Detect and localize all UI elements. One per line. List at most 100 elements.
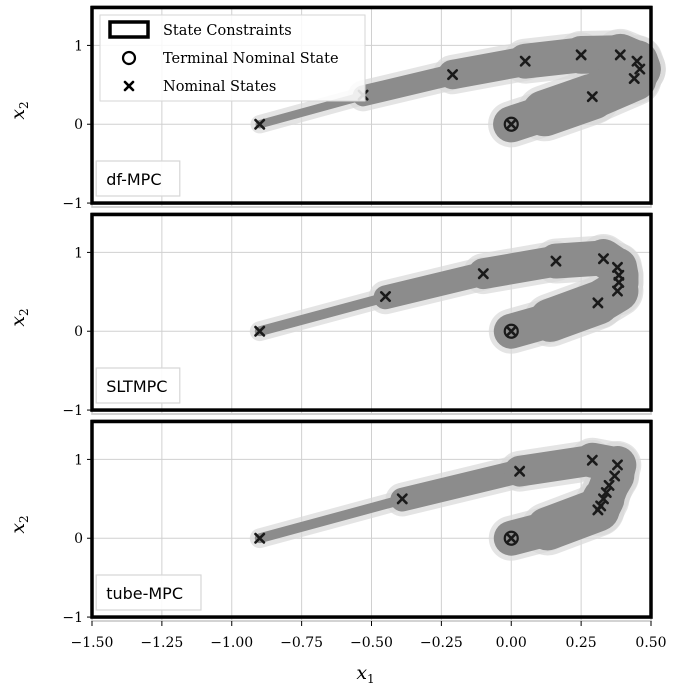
- legend-label-nominal-states: Nominal States: [163, 79, 276, 95]
- nominal-state-marker: [505, 532, 517, 544]
- nominal-state-stroke: [597, 253, 609, 265]
- nominal-state-stroke: [379, 291, 391, 303]
- y-axis-label-subscript: 2: [17, 515, 31, 523]
- nominal-state-stroke: [505, 118, 517, 130]
- legend-label-terminal-nominal-state: Terminal Nominal State: [163, 51, 339, 67]
- nominal-state-marker: [611, 285, 623, 297]
- nominal-state-stroke: [396, 493, 408, 505]
- legend-label-state-constraints: State Constraints: [163, 23, 292, 39]
- nominal-state-stroke: [592, 504, 604, 516]
- nominal-state-marker: [631, 55, 643, 67]
- nominal-state-marker: [586, 91, 598, 103]
- nominal-state-marker: [505, 118, 517, 130]
- nominal-state-marker: [634, 63, 646, 75]
- nominal-state-stroke: [519, 55, 531, 67]
- nominal-state-stroke: [600, 487, 612, 499]
- y-tick-label: −1: [62, 403, 83, 419]
- nominal-state-marker: [447, 69, 459, 81]
- panel-df-mpc: −1 0 1 x2 df-MPC: [7, 5, 666, 212]
- y-axis-label: x2: [7, 308, 31, 326]
- nominal-state-stroke: [550, 255, 562, 267]
- nominal-state-stroke: [254, 532, 266, 544]
- terminal-nominal-state-marker: [503, 323, 519, 339]
- nominal-state-stroke: [603, 479, 615, 491]
- nominal-state-marker: [575, 49, 587, 61]
- nominal-state-marker: [597, 493, 609, 505]
- nominal-state-stroke: [634, 63, 646, 75]
- tube-segment: [390, 459, 532, 512]
- x-axis-label-subscript: 1: [367, 672, 375, 686]
- panels: −101x2df-MPC−101x2SLTMPC−101x2tube-MPC−1…: [7, 5, 667, 686]
- x-tick-label: −0.75: [280, 635, 323, 651]
- nominal-state-marker: [609, 470, 621, 482]
- nominal-state-marker: [597, 253, 609, 265]
- legend-box: [99, 14, 366, 102]
- nominal-state-marker: [477, 268, 489, 280]
- state-constraints-box: [90, 419, 653, 619]
- nominal-state-stroke: [586, 454, 598, 466]
- state-constraints-box: [90, 212, 653, 412]
- nominal-state-stroke: [631, 55, 643, 67]
- nominal-state-stroke: [575, 49, 587, 61]
- nominal-state-marker: [396, 493, 408, 505]
- y-tick-label: 1: [74, 245, 83, 261]
- x-tick-label: −1.00: [210, 635, 253, 651]
- nominal-state-marker: [550, 255, 562, 267]
- nominal-state-stroke: [514, 465, 526, 477]
- nominal-state-stroke: [586, 91, 598, 103]
- legend: State Constraints Terminal Nominal State…: [99, 14, 366, 102]
- state-constraints-box: [90, 5, 653, 205]
- nominal-state-stroke: [611, 459, 623, 471]
- panel-sltmpc: −1 0 1 x2 SLTMPC: [7, 212, 653, 419]
- y-axis-label: x2: [7, 515, 31, 533]
- nominal-state-stroke: [628, 73, 640, 85]
- nominal-state-stroke: [505, 532, 517, 544]
- method-label: tube-MPC: [106, 584, 183, 603]
- nominal-state-marker: [614, 49, 626, 61]
- nominal-state-marker: [613, 276, 625, 288]
- y-tick-label: −1: [62, 196, 83, 212]
- tube-segment: [352, 64, 464, 107]
- nominal-state-stroke: [597, 493, 609, 505]
- nominal-state-marker: [514, 465, 526, 477]
- nominal-state-marker: [592, 504, 604, 516]
- x-tick-label: −1.50: [71, 635, 114, 651]
- tube-segment: [254, 494, 408, 544]
- method-label: df-MPC: [106, 170, 161, 189]
- nominal-state-marker: [254, 118, 266, 130]
- y-axis-label-subscript: 2: [17, 101, 31, 109]
- nominal-state-stroke: [477, 268, 489, 280]
- method-label-box: [95, 160, 181, 197]
- nominal-state-marker: [603, 479, 615, 491]
- y-tick-label: 0: [74, 117, 83, 133]
- nominal-state-marker: [586, 454, 598, 466]
- method-label-box: [95, 574, 202, 611]
- legend-constraint-swatch: [108, 20, 150, 39]
- panel-tube-mpc: −1 0 1 x2 tube-MPC −1.50 −1.25 −1.00 −0.75 −0.50 −…: [7, 419, 667, 686]
- nominal-state-marker: [254, 532, 266, 544]
- method-label-box: [95, 367, 181, 404]
- nominal-state-stroke: [613, 276, 625, 288]
- nominal-state-marker: [254, 325, 266, 337]
- x-tick-label: −0.50: [350, 635, 393, 651]
- nominal-state-marker: [600, 487, 612, 499]
- nominal-state-marker: [592, 297, 604, 309]
- nominal-state-stroke: [592, 297, 604, 309]
- nominal-state-stroke: [611, 285, 623, 297]
- y-tick-label: 1: [74, 452, 83, 468]
- nominal-state-marker: [611, 459, 623, 471]
- x-tick-label: 0.50: [635, 635, 666, 651]
- legend-nominal-marker: [123, 80, 135, 92]
- y-axis-label: x2: [7, 101, 31, 119]
- method-label: SLTMPC: [106, 377, 167, 396]
- tube-segment: [373, 261, 496, 310]
- nominal-state-marker: [505, 325, 517, 337]
- nominal-state-stroke: [614, 49, 626, 61]
- y-tick-label: −1: [62, 610, 83, 626]
- y-tick-label: 0: [74, 531, 83, 547]
- x-tick-label: 0.25: [566, 635, 597, 651]
- y-tick-label: 1: [74, 38, 83, 54]
- terminal-nominal-state-marker: [503, 116, 519, 132]
- tube-segment: [254, 292, 391, 337]
